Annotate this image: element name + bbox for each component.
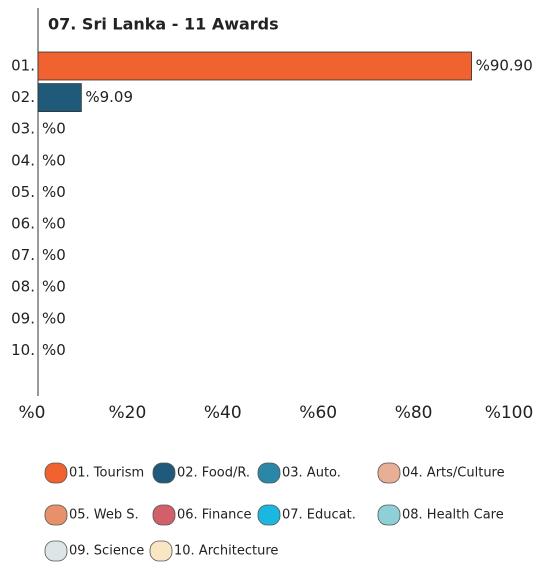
value-label: %0 [42,309,66,327]
chart-title: 07. Sri Lanka - 11 Awards [48,15,279,34]
x-tick-label: %20 [109,403,147,423]
value-label: %0 [42,120,66,138]
legend-label: 04. Arts/Culture [402,466,505,481]
legend-swatch [377,462,401,484]
y-tick-label: 10. [11,341,35,359]
y-tick-label: 06. [11,215,35,233]
x-tick-label: %0 [19,403,46,423]
legend-swatch [44,540,68,562]
legend-swatch [44,462,68,484]
legend-label: 08. Health Care [402,508,504,523]
legend-swatch [152,462,176,484]
value-label: %0 [42,246,66,264]
legend-label: 10. Architecture [174,544,278,559]
y-tick-label: 04. [11,151,35,169]
x-tick-label: %40 [204,403,242,423]
bar [37,83,82,112]
value-label: %0 [42,278,66,296]
value-label: %0 [42,183,66,201]
legend-label: 06. Finance [177,508,252,523]
x-tick-label: %60 [299,403,337,423]
y-tick-label: 05. [11,183,35,201]
value-label: %0 [42,215,66,233]
bar [37,51,472,81]
y-tick-label: 01. [11,57,35,75]
legend-label: 03. Auto. [282,466,341,481]
legend-swatch [257,504,281,526]
y-tick-label: 09. [11,309,35,327]
x-tick-label: %80 [395,403,433,423]
y-tick-label: 08. [11,278,35,296]
value-label: %90.90 [476,57,533,75]
legend-label: 05. Web S. [69,508,139,523]
legend-label: 01. Tourism [69,466,144,481]
y-tick-label: 02. [11,88,35,106]
x-tick-label: %100 [485,403,534,423]
value-label: %0 [42,151,66,169]
value-label: %0 [42,341,66,359]
legend-swatch [149,540,173,562]
value-label: %9.09 [85,88,133,106]
legend-label: 07. Educat. [282,508,356,523]
legend-label: 02. Food/R. [177,466,250,481]
legend-swatch [152,504,176,526]
legend-swatch [257,462,281,484]
y-tick-label: 07. [11,246,35,264]
legend-swatch [44,504,68,526]
legend-swatch [377,504,401,526]
y-tick-label: 03. [11,120,35,138]
legend-label: 09. Science [69,544,144,559]
